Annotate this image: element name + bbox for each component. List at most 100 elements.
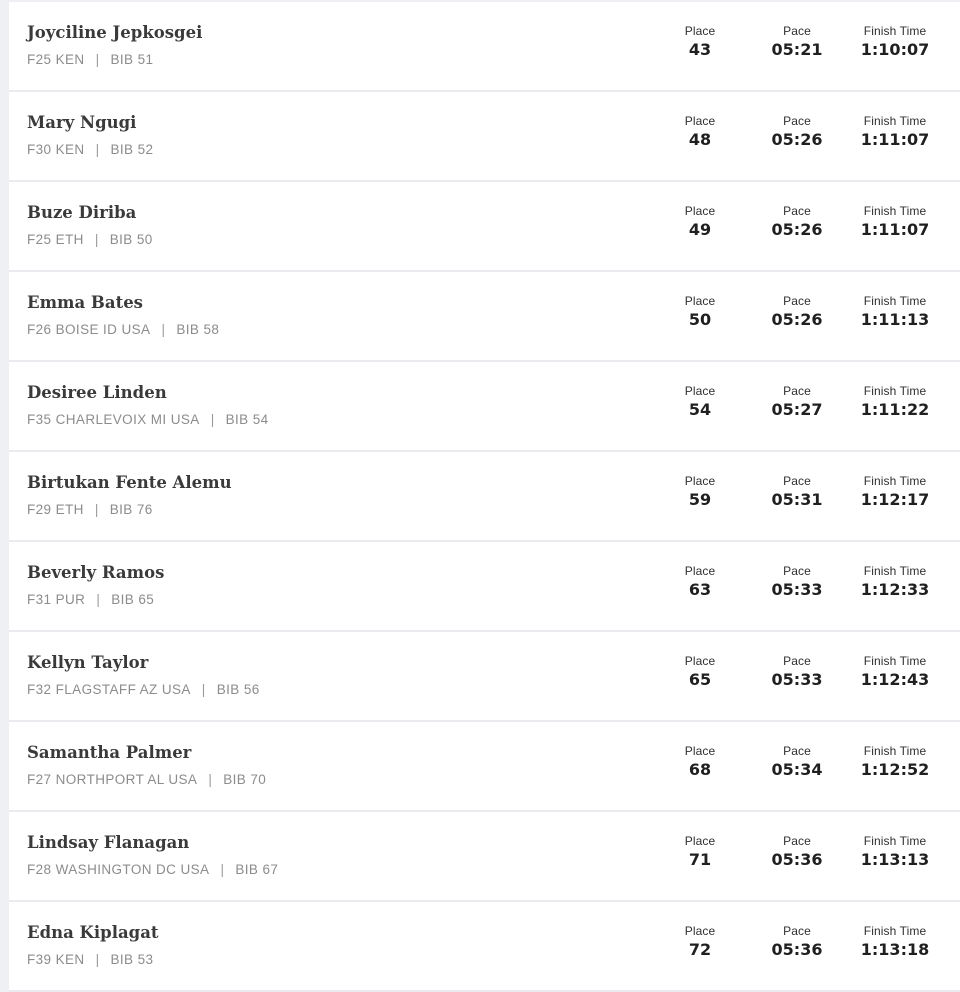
runner-bib: BIB 70 bbox=[223, 772, 267, 787]
runner-name[interactable]: Kellyn Taylor bbox=[27, 653, 149, 672]
pace-value: 05:34 bbox=[771, 760, 823, 779]
finish-time-value: 1:12:43 bbox=[860, 670, 930, 689]
runner-details: F27 NORTHPORT AL USA | BIB 70 bbox=[27, 772, 266, 787]
place-value: 72 bbox=[688, 940, 712, 959]
runner-category-location: F39 KEN bbox=[27, 952, 85, 967]
finish-time-stat: Finish Time 1:11:22 bbox=[852, 384, 938, 419]
runner-details: F31 PUR | BIB 65 bbox=[27, 592, 154, 607]
runner-details: F35 CHARLEVOIX MI USA | BIB 54 bbox=[27, 412, 269, 427]
runner-name[interactable]: Lindsay Flanagan bbox=[27, 833, 190, 852]
finish-time-label: Finish Time bbox=[863, 474, 927, 488]
place-stat: Place 48 bbox=[670, 114, 730, 149]
runner-name[interactable]: Joyciline Jepkosgei bbox=[27, 23, 203, 42]
finish-time-label: Finish Time bbox=[863, 654, 927, 668]
runner-details: F25 KEN | BIB 51 bbox=[27, 52, 153, 67]
finish-time-label: Finish Time bbox=[863, 204, 927, 218]
runner-name[interactable]: Desiree Linden bbox=[27, 383, 167, 402]
place-label: Place bbox=[684, 204, 716, 218]
pace-stat: Pace 05:33 bbox=[762, 564, 832, 599]
finish-time-stat: Finish Time 1:11:07 bbox=[852, 114, 938, 149]
separator: | bbox=[201, 682, 206, 697]
runner-name[interactable]: Samantha Palmer bbox=[27, 743, 192, 762]
pace-stat: Pace 05:21 bbox=[762, 24, 832, 59]
place-stat: Place 72 bbox=[670, 924, 730, 959]
runner-bib: BIB 65 bbox=[111, 592, 155, 607]
place-value: 71 bbox=[688, 850, 712, 869]
pace-value: 05:27 bbox=[771, 400, 823, 419]
place-label: Place bbox=[684, 654, 716, 668]
place-stat: Place 65 bbox=[670, 654, 730, 689]
runner-name[interactable]: Mary Ngugi bbox=[27, 113, 137, 132]
runner-details: F39 KEN | BIB 53 bbox=[27, 952, 153, 967]
finish-time-label: Finish Time bbox=[863, 294, 927, 308]
result-row[interactable]: Edna Kiplagat F39 KEN | BIB 53 Place 72 Pac… bbox=[9, 902, 960, 992]
pace-stat: Pace 05:26 bbox=[762, 114, 832, 149]
result-row[interactable]: Lindsay Flanagan F28 WASHINGTON DC USA | B… bbox=[9, 812, 960, 902]
place-value: 48 bbox=[688, 130, 712, 149]
result-row[interactable]: Desiree Linden F35 CHARLEVOIX MI USA | BIB… bbox=[9, 362, 960, 452]
runner-category-location: F27 NORTHPORT AL USA bbox=[27, 772, 198, 787]
finish-time-value: 1:13:13 bbox=[860, 850, 930, 869]
pace-label: Pace bbox=[783, 744, 811, 758]
runner-bib: BIB 52 bbox=[110, 142, 154, 157]
pace-stat: Pace 05:34 bbox=[762, 744, 832, 779]
runner-category-location: F35 CHARLEVOIX MI USA bbox=[27, 412, 200, 427]
finish-time-value: 1:11:07 bbox=[860, 220, 930, 239]
result-row[interactable]: Buze Diriba F25 ETH | BIB 50 Place 49 Pace 0… bbox=[9, 182, 960, 272]
runner-name[interactable]: Birtukan Fente Alemu bbox=[27, 473, 232, 492]
pace-stat: Pace 05:36 bbox=[762, 924, 832, 959]
pace-value: 05:33 bbox=[771, 670, 823, 689]
result-row[interactable]: Beverly Ramos F31 PUR | BIB 65 Place 63 Pac… bbox=[9, 542, 960, 632]
finish-time-stat: Finish Time 1:11:07 bbox=[852, 204, 938, 239]
runner-bib: BIB 67 bbox=[235, 862, 279, 877]
finish-time-stat: Finish Time 1:13:18 bbox=[852, 924, 938, 959]
runner-name[interactable]: Emma Bates bbox=[27, 293, 143, 312]
runner-details: F28 WASHINGTON DC USA | BIB 67 bbox=[27, 862, 278, 877]
runner-category-location: F28 WASHINGTON DC USA bbox=[27, 862, 210, 877]
place-stat: Place 63 bbox=[670, 564, 730, 599]
finish-time-label: Finish Time bbox=[863, 24, 927, 38]
place-value: 68 bbox=[688, 760, 712, 779]
pace-value: 05:33 bbox=[771, 580, 823, 599]
pace-value: 05:36 bbox=[771, 850, 823, 869]
result-row[interactable]: Birtukan Fente Alemu F29 ETH | BIB 76 Plac… bbox=[9, 452, 960, 542]
pace-label: Pace bbox=[783, 654, 811, 668]
finish-time-value: 1:12:17 bbox=[860, 490, 930, 509]
pace-label: Pace bbox=[783, 834, 811, 848]
pace-stat: Pace 05:36 bbox=[762, 834, 832, 869]
pace-value: 05:26 bbox=[771, 220, 823, 239]
runner-name[interactable]: Buze Diriba bbox=[27, 203, 137, 222]
runner-name[interactable]: Beverly Ramos bbox=[27, 563, 165, 582]
place-label: Place bbox=[684, 924, 716, 938]
finish-time-stat: Finish Time 1:12:52 bbox=[852, 744, 938, 779]
place-label: Place bbox=[684, 474, 716, 488]
runner-details: F25 ETH | BIB 50 bbox=[27, 232, 153, 247]
place-stat: Place 68 bbox=[670, 744, 730, 779]
result-row[interactable]: Emma Bates F26 BOISE ID USA | BIB 58 Place… bbox=[9, 272, 960, 362]
pace-value: 05:26 bbox=[771, 310, 823, 329]
place-stat: Place 49 bbox=[670, 204, 730, 239]
runner-details: F32 FLAGSTAFF AZ USA | BIB 56 bbox=[27, 682, 260, 697]
pace-label: Pace bbox=[783, 384, 811, 398]
place-label: Place bbox=[684, 384, 716, 398]
separator: | bbox=[95, 952, 100, 967]
result-row[interactable]: Joyciline Jepkosgei F25 KEN | BIB 51 Place… bbox=[9, 2, 960, 92]
result-row[interactable]: Samantha Palmer F27 NORTHPORT AL USA | BIB… bbox=[9, 722, 960, 812]
runner-details: F26 BOISE ID USA | BIB 58 bbox=[27, 322, 219, 337]
runner-bib: BIB 51 bbox=[110, 52, 154, 67]
runner-category-location: F29 ETH bbox=[27, 502, 84, 517]
pace-label: Pace bbox=[783, 204, 811, 218]
finish-time-label: Finish Time bbox=[863, 564, 927, 578]
separator: | bbox=[96, 592, 101, 607]
place-label: Place bbox=[684, 294, 716, 308]
result-row[interactable]: Kellyn Taylor F32 FLAGSTAFF AZ USA | BIB 5… bbox=[9, 632, 960, 722]
place-value: 54 bbox=[688, 400, 712, 419]
pace-value: 05:26 bbox=[771, 130, 823, 149]
place-label: Place bbox=[684, 744, 716, 758]
pace-label: Pace bbox=[783, 474, 811, 488]
runner-category-location: F25 ETH bbox=[27, 232, 84, 247]
place-label: Place bbox=[684, 24, 716, 38]
runner-name[interactable]: Edna Kiplagat bbox=[27, 923, 159, 942]
result-row[interactable]: Mary Ngugi F30 KEN | BIB 52 Place 48 Pace 05… bbox=[9, 92, 960, 182]
finish-time-stat: Finish Time 1:12:17 bbox=[852, 474, 938, 509]
